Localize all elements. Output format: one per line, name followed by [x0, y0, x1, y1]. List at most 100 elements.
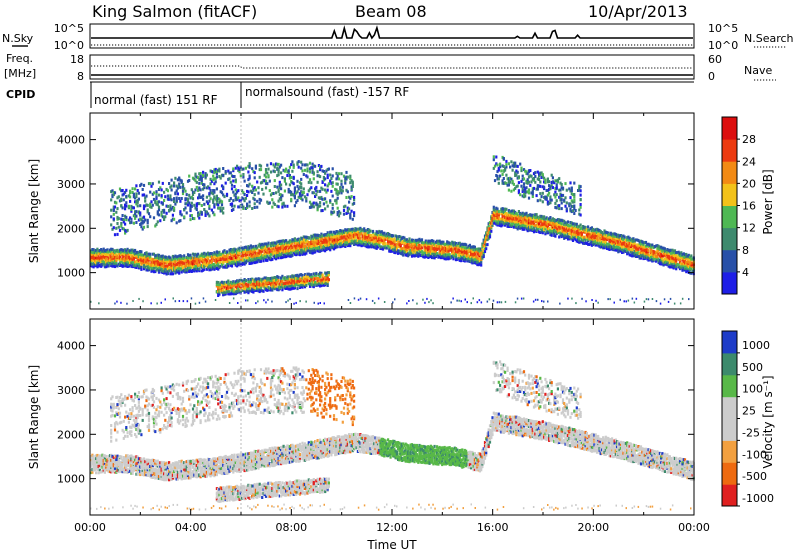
power-cell-2739 — [546, 217, 549, 221]
power-cell-2179 — [454, 253, 458, 257]
power-cell-2414 — [492, 212, 495, 216]
power-cell-2290 — [472, 255, 475, 259]
power-cell-858 — [233, 257, 236, 261]
power-cell-787 — [219, 253, 222, 256]
power-cell-2694 — [539, 214, 542, 218]
power-cell-3139 — [614, 245, 617, 249]
power-cell-1152 — [283, 249, 286, 253]
power-cell-4647 — [234, 178, 237, 182]
power-cell-2689 — [539, 227, 542, 230]
power-cell-265 — [131, 258, 134, 262]
power-cell-500 — [170, 266, 173, 270]
power-cell-1148 — [282, 239, 285, 243]
power-cell-4442 — [188, 174, 191, 178]
power-cell-927 — [244, 255, 247, 259]
power-cell-4501 — [200, 204, 203, 207]
power-cell-78 — [101, 256, 104, 260]
power-cell-3142 — [614, 239, 617, 243]
power-cell-2782 — [554, 222, 557, 226]
power-cell-2902 — [575, 239, 578, 243]
power-cell-3473 — [668, 255, 671, 259]
power-cell-2498 — [507, 222, 510, 226]
power-cell-663 — [198, 267, 201, 271]
power-cell-3843 — [262, 279, 265, 283]
power-cell-2674 — [535, 213, 538, 217]
power-cell-1354 — [316, 236, 319, 240]
power-cell-1597 — [355, 227, 358, 231]
power-cell-1196 — [291, 253, 294, 257]
power-cell-139 — [111, 260, 114, 263]
power-cell-2050 — [433, 254, 436, 257]
power-cell-4535 — [208, 199, 211, 203]
power-cell-1310 — [310, 245, 313, 249]
power-cell-4348 — [163, 208, 166, 212]
power-cell-2515 — [510, 216, 513, 220]
power-cell-4601 — [220, 173, 224, 177]
power-cell-20 — [92, 256, 95, 260]
power-cell-2340 — [480, 252, 483, 256]
power-cell-111 — [106, 254, 109, 258]
power-cell-1016 — [259, 249, 263, 253]
power-cell-4818 — [286, 174, 289, 177]
power-cell-1022 — [261, 249, 264, 253]
power-cell-4716 — [253, 186, 256, 190]
power-cell-4879 — [301, 198, 304, 202]
power-cell-246 — [127, 249, 130, 253]
power-cell-3960 — [287, 275, 290, 279]
power-cell-1275 — [303, 252, 307, 256]
power-cell-497 — [170, 272, 173, 276]
power-cell-4749 — [266, 182, 269, 186]
power-cell-122 — [108, 262, 112, 266]
power-cell-2958 — [584, 228, 587, 232]
power-cell-3088 — [605, 234, 609, 238]
power-cell-2869 — [569, 228, 572, 232]
power-cell-1021 — [261, 254, 264, 258]
power-cell-4053 — [308, 282, 312, 286]
power-cell-3154 — [617, 250, 620, 254]
power-cell-4057 — [308, 273, 312, 277]
power-cell-2955 — [584, 238, 587, 242]
power-cell-2173 — [453, 252, 456, 256]
power-cell-3892 — [272, 280, 275, 283]
power-cell-2032 — [429, 241, 432, 245]
power-cell-4259 — [137, 191, 140, 195]
power-cell-2622 — [527, 224, 531, 228]
power-cell-4003 — [296, 276, 299, 280]
power-cell-573 — [183, 264, 186, 268]
power-cell-2703 — [541, 229, 544, 233]
power-cell-4304 — [150, 184, 153, 188]
power-cell-1274 — [302, 235, 305, 239]
power-cell-1843 — [398, 235, 401, 238]
power-cell-2162 — [451, 240, 454, 244]
power-cell-1633 — [361, 234, 364, 238]
power-cell-3927 — [281, 288, 284, 292]
power-cell-2181 — [454, 247, 458, 251]
power-cell-3742 — [241, 289, 244, 292]
power-cell-4771 — [273, 179, 276, 183]
power-cell-1140 — [281, 239, 284, 243]
power-cell-1329 — [312, 240, 315, 244]
power-cell-1216 — [293, 237, 296, 241]
power-cell-1125 — [280, 256, 283, 260]
power-cell-800 — [223, 259, 226, 263]
power-cell-3408 — [658, 245, 661, 249]
power-cell-1646 — [364, 239, 367, 243]
power-cell-355 — [146, 261, 149, 264]
power-cell-26 — [93, 262, 96, 266]
power-cell-892 — [238, 251, 241, 255]
power-cell-1769 — [385, 246, 388, 250]
power-cell-284 — [135, 266, 138, 269]
power-cell-1234 — [297, 251, 300, 255]
power-cell-2321 — [477, 257, 480, 261]
power-cell-1869 — [403, 241, 406, 245]
power-cell-2951 — [583, 229, 586, 233]
power-cell-2021 — [428, 244, 431, 248]
power-cell-2438 — [496, 212, 499, 216]
power-cell-1778 — [387, 234, 390, 237]
power-cell-2297 — [473, 259, 476, 263]
power-cell-4537 — [208, 192, 211, 196]
power-cell-1080 — [271, 243, 274, 247]
power-cell-4172 — [117, 217, 120, 221]
power-cell-4697 — [248, 182, 251, 186]
power-cell-4612 — [224, 171, 227, 175]
